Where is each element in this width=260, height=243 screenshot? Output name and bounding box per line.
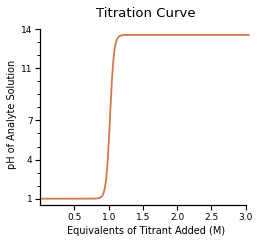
Title: Titration Curve: Titration Curve: [96, 7, 196, 20]
Y-axis label: pH of Analyte Solution: pH of Analyte Solution: [7, 59, 17, 168]
X-axis label: Equivalents of Titrant Added (M): Equivalents of Titrant Added (M): [67, 226, 225, 236]
